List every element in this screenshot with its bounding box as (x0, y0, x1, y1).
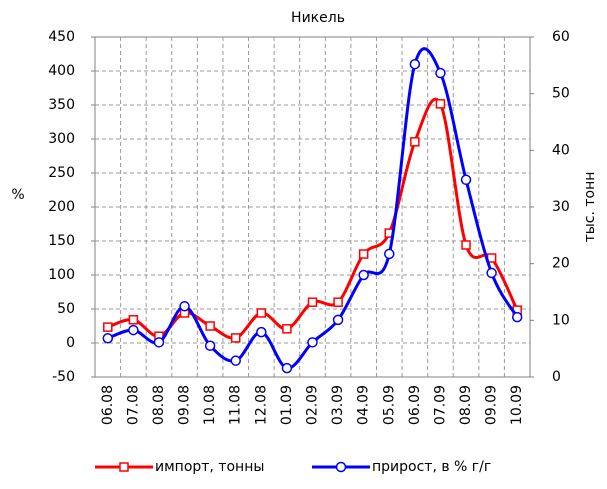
marker (486, 267, 497, 279)
x-tick-label: 09.09 (484, 385, 500, 425)
y2-tick-label: 20 (552, 256, 570, 272)
marker (409, 58, 421, 70)
x-tick-label: 07.09 (432, 385, 448, 425)
y2-tick-label: 30 (552, 199, 570, 215)
marker (435, 99, 446, 109)
x-tick-label: 08.09 (458, 385, 474, 425)
x-tick-label: 08.08 (151, 385, 167, 425)
y2-tick-label: 60 (552, 29, 570, 45)
x-tick-label: 06.08 (100, 385, 116, 425)
marker (461, 240, 471, 250)
legend-marker (119, 462, 129, 472)
y-tick-label: 400 (48, 63, 75, 79)
x-tick-label: 12.08 (253, 385, 269, 425)
y2-tick-label: 50 (552, 86, 570, 102)
marker (384, 248, 395, 260)
x-tick-label: 09.08 (177, 385, 193, 425)
x-tick-label: 11.08 (228, 385, 244, 425)
x-tick-label: 07.08 (125, 385, 141, 425)
marker (332, 314, 344, 326)
marker (153, 337, 165, 348)
marker (205, 321, 215, 331)
y2-tick-label: 10 (552, 312, 570, 328)
x-tick-label: 06.09 (407, 385, 423, 425)
marker (281, 362, 293, 374)
marker (204, 340, 216, 351)
marker (333, 297, 343, 307)
y-tick-label: 450 (48, 29, 75, 45)
x-tick-label: 05.09 (381, 385, 397, 425)
marker (435, 67, 446, 79)
y2-tick-label: 0 (552, 369, 561, 385)
y-tick-label: 350 (48, 97, 75, 113)
x-tick-label: 04.09 (356, 385, 372, 425)
y-tick-label: 50 (57, 301, 75, 317)
marker (256, 308, 267, 318)
marker (128, 315, 139, 325)
marker (256, 326, 267, 338)
marker (358, 249, 369, 259)
y-tick-label: -50 (52, 369, 75, 385)
marker (511, 311, 523, 323)
legend-marker (335, 461, 347, 473)
x-tick-label: 03.09 (330, 385, 346, 425)
x-tick-label: 10.09 (509, 385, 525, 425)
marker (230, 355, 241, 366)
x-tick-label: 10.08 (202, 385, 218, 425)
legend-label: прирост, в % г/г (372, 459, 491, 475)
marker (102, 332, 114, 344)
legend-label: импорт, тонны (155, 459, 264, 475)
marker (307, 297, 318, 307)
y-tick-label: 250 (48, 165, 75, 181)
x-tick-label: 02.09 (305, 385, 321, 425)
y2-axis-label: тыс. тонн (582, 172, 598, 243)
marker (307, 337, 318, 348)
marker (179, 301, 190, 312)
y2-tick-label: 40 (552, 142, 570, 158)
marker (460, 174, 472, 186)
marker (230, 333, 241, 343)
y-tick-label: 200 (48, 199, 75, 215)
y-axis-label: % (11, 187, 24, 203)
marker (128, 324, 139, 336)
y-tick-label: 0 (66, 335, 75, 351)
chart-title: Никель (291, 10, 345, 26)
y-tick-label: 150 (48, 233, 75, 249)
marker (358, 269, 369, 281)
marker (103, 322, 113, 332)
y-tick-label: 300 (48, 131, 75, 147)
marker (282, 324, 292, 334)
x-tick-label: 01.09 (279, 385, 295, 425)
series-line (107, 47, 519, 370)
y-tick-label: 100 (48, 267, 75, 283)
marker (410, 137, 420, 147)
